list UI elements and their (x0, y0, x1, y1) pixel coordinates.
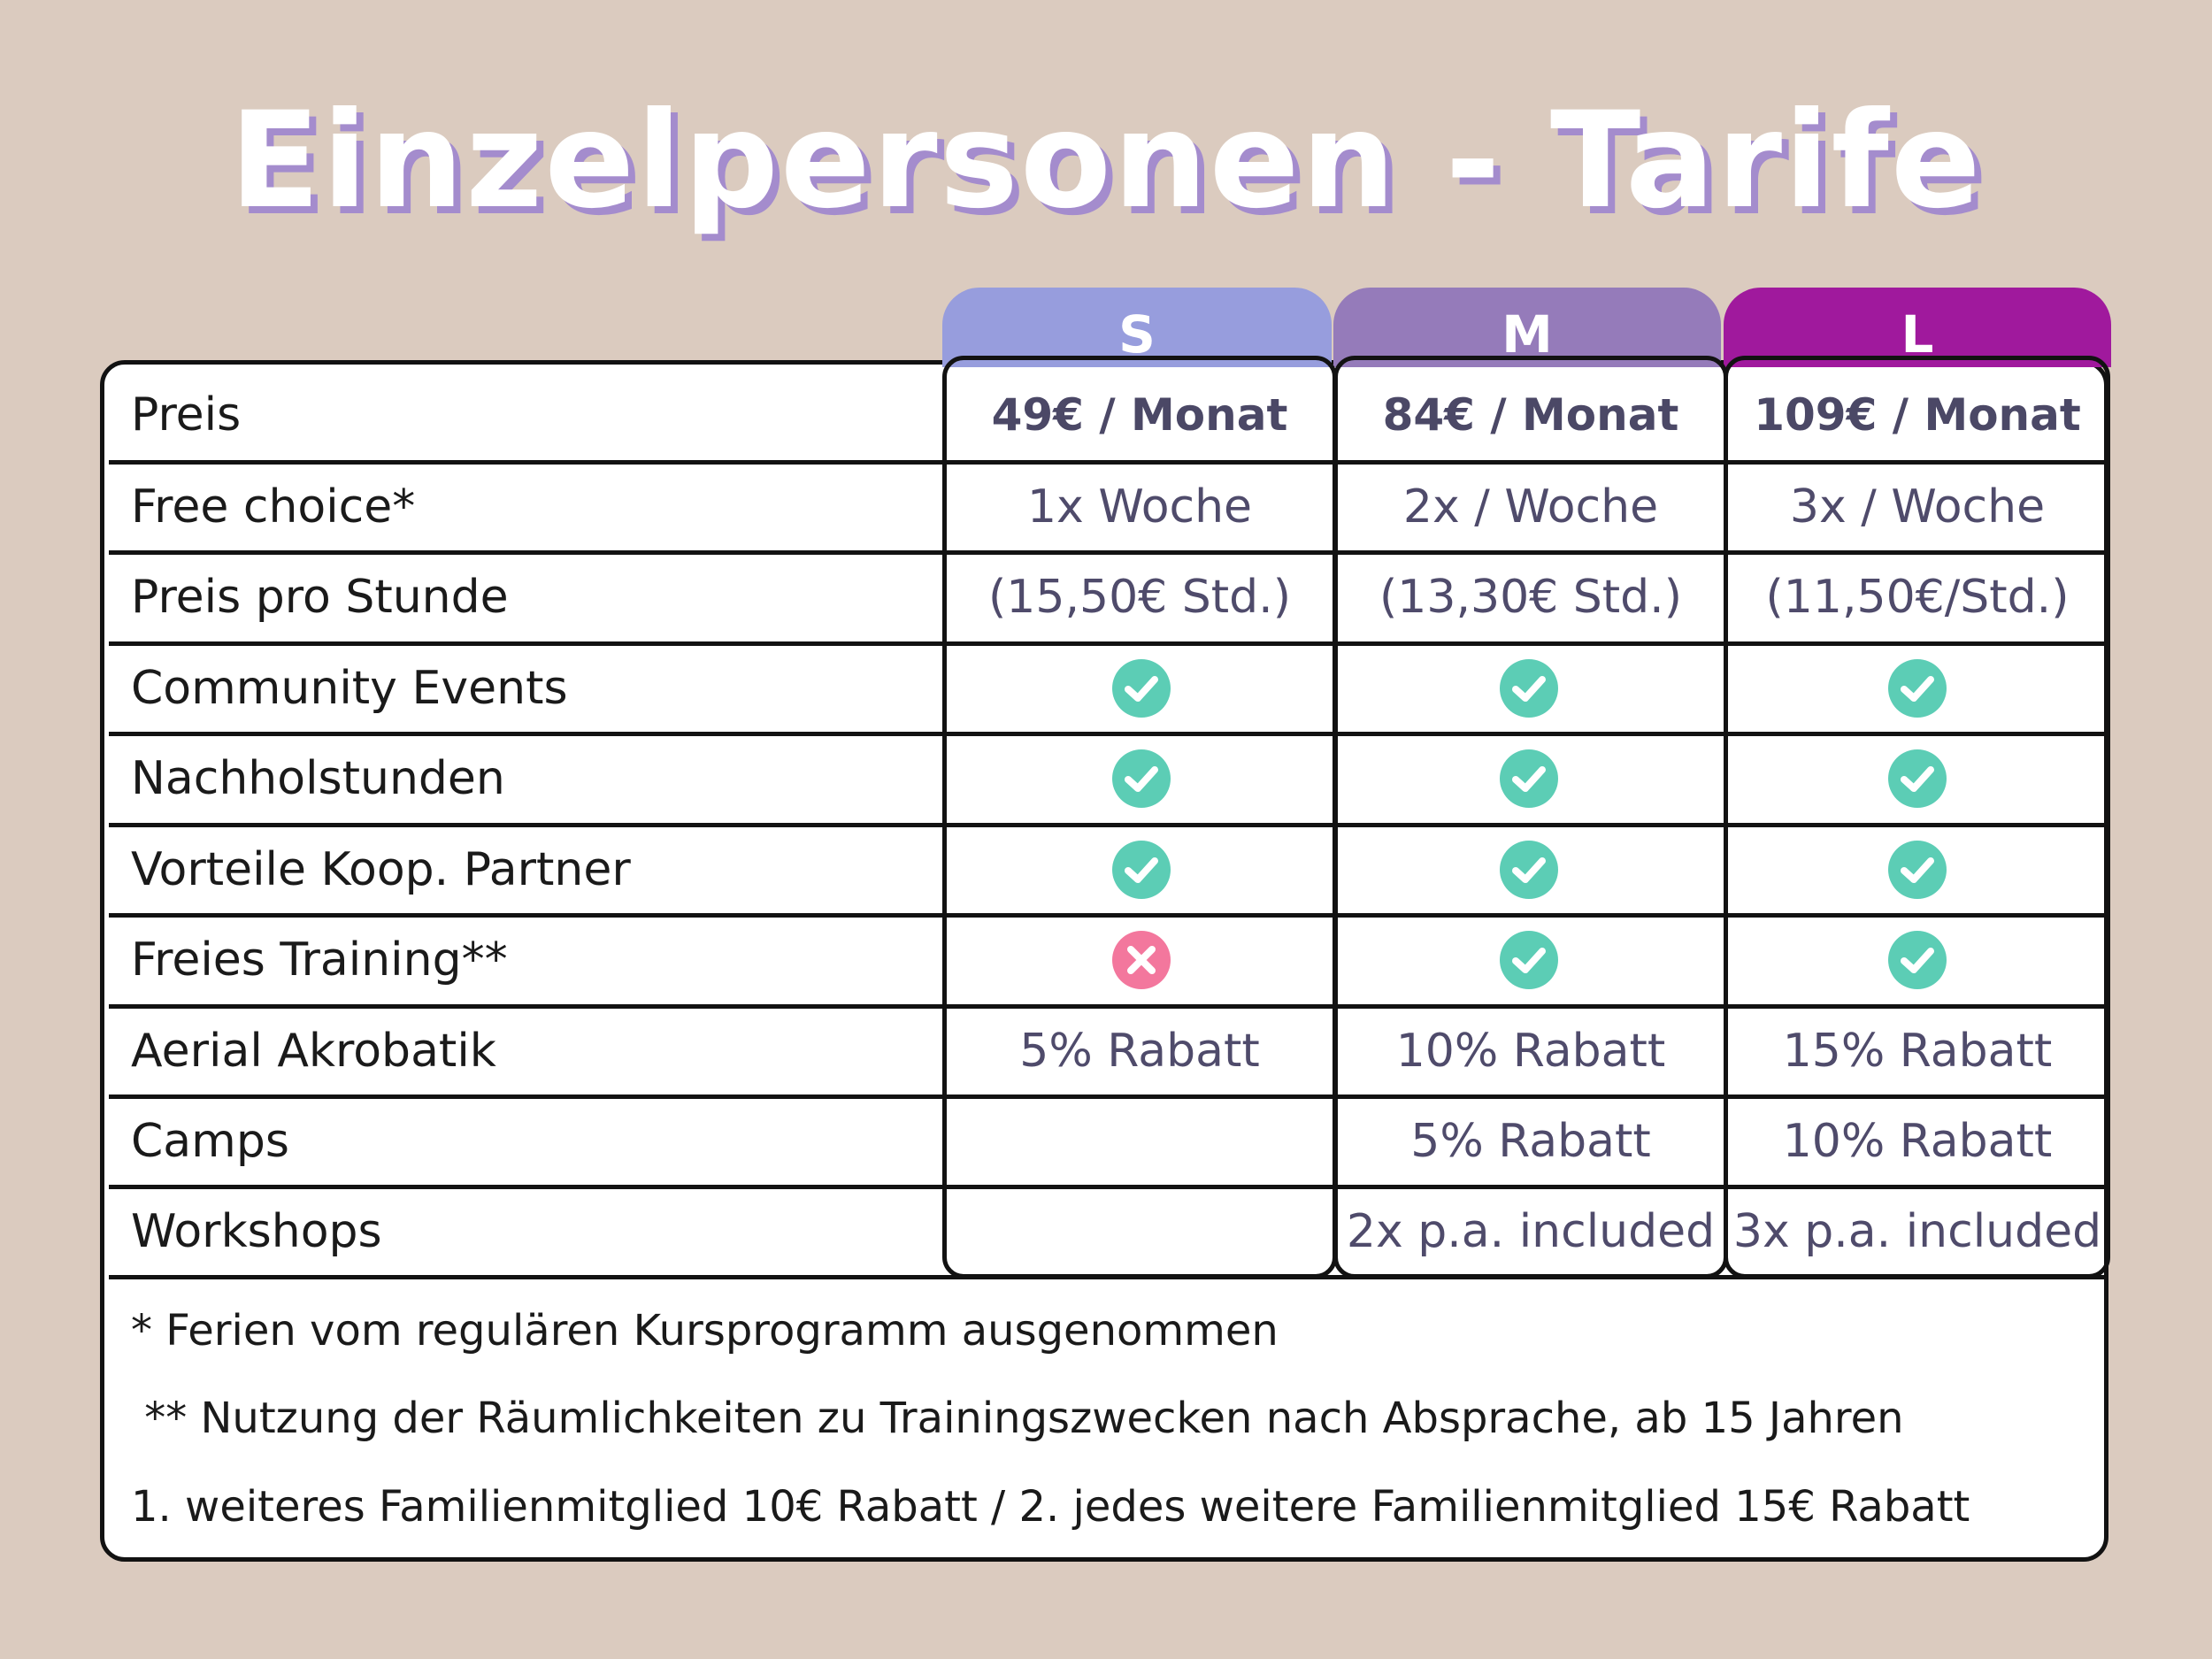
check-icon (1886, 929, 1948, 991)
cell-l: 109€ / Monat (1754, 389, 2081, 441)
cell-s: 1x Woche (1026, 480, 1253, 534)
row-divider (109, 1185, 2104, 1189)
row-label: Vorteile Koop. Partner (131, 843, 631, 896)
footnote-ferien: * Ferien vom regulären Kursprogramm ausg… (131, 1306, 1279, 1356)
check-icon (1110, 748, 1172, 810)
check-icon (1498, 929, 1560, 991)
check-icon (1498, 657, 1560, 719)
row-divider (109, 823, 2104, 827)
row-label: Aerial Akrobatik (131, 1025, 496, 1078)
check-icon (1110, 839, 1172, 901)
check-icon (1886, 748, 1948, 810)
cell-m: 84€ / Monat (1382, 389, 1679, 441)
row-label: Free choice* (131, 480, 416, 534)
tier-tab-s: S (942, 288, 1332, 367)
row-divider (109, 550, 2104, 555)
check-icon (1886, 839, 1948, 901)
cell-s: 49€ / Monat (991, 389, 1288, 441)
row-label: Workshops (131, 1205, 382, 1258)
row-divider (109, 1004, 2104, 1009)
cell-l: (11,50€/Std.) (1765, 571, 2070, 624)
cell-m: 2x / Woche (1402, 480, 1659, 534)
row-divider (109, 732, 2104, 736)
cell-l: 3x / Woche (1789, 480, 2046, 534)
row-divider (109, 1094, 2104, 1099)
check-icon (1498, 748, 1560, 810)
cell-m: 5% Rabatt (1410, 1115, 1651, 1168)
row-label: Camps (131, 1115, 289, 1168)
cell-l: 15% Rabatt (1782, 1025, 2053, 1078)
row-divider (109, 913, 2104, 918)
row-divider (109, 460, 2104, 465)
page-title: Einzelpersonen - Tarife (229, 84, 1983, 238)
tier-tab-l: L (1724, 288, 2111, 367)
cell-l: 3x p.a. included (1732, 1205, 2102, 1258)
row-label: Community Events (131, 662, 568, 715)
row-divider (109, 1275, 2104, 1279)
cell-l: 10% Rabatt (1782, 1115, 2053, 1168)
footnote-training: ** Nutzung der Räumlichkeiten zu Trainin… (131, 1394, 1904, 1443)
cell-s: 5% Rabatt (1019, 1025, 1260, 1078)
footnote-family-discount: 1. weiteres Familienmitglied 10€ Rabatt … (131, 1482, 1970, 1532)
check-icon (1886, 657, 1948, 719)
cross-icon (1110, 929, 1172, 991)
row-divider (109, 641, 2104, 646)
cell-s (947, 1187, 1333, 1277)
cell-m: 10% Rabatt (1395, 1025, 1666, 1078)
pricing-table (100, 360, 2108, 1562)
cell-s: (15,50€ Std.) (988, 571, 1291, 624)
cell-m: (13,30€ Std.) (1379, 571, 1682, 624)
tier-tab-m: M (1333, 288, 1721, 367)
cell-m: 2x p.a. included (1346, 1205, 1716, 1258)
row-label: Preis pro Stunde (131, 571, 509, 624)
row-label: Nachholstunden (131, 752, 505, 805)
row-label: Freies Training** (131, 933, 508, 987)
check-icon (1110, 657, 1172, 719)
check-icon (1498, 839, 1560, 901)
cell-s (947, 1096, 1333, 1187)
row-label: Preis (131, 388, 242, 442)
